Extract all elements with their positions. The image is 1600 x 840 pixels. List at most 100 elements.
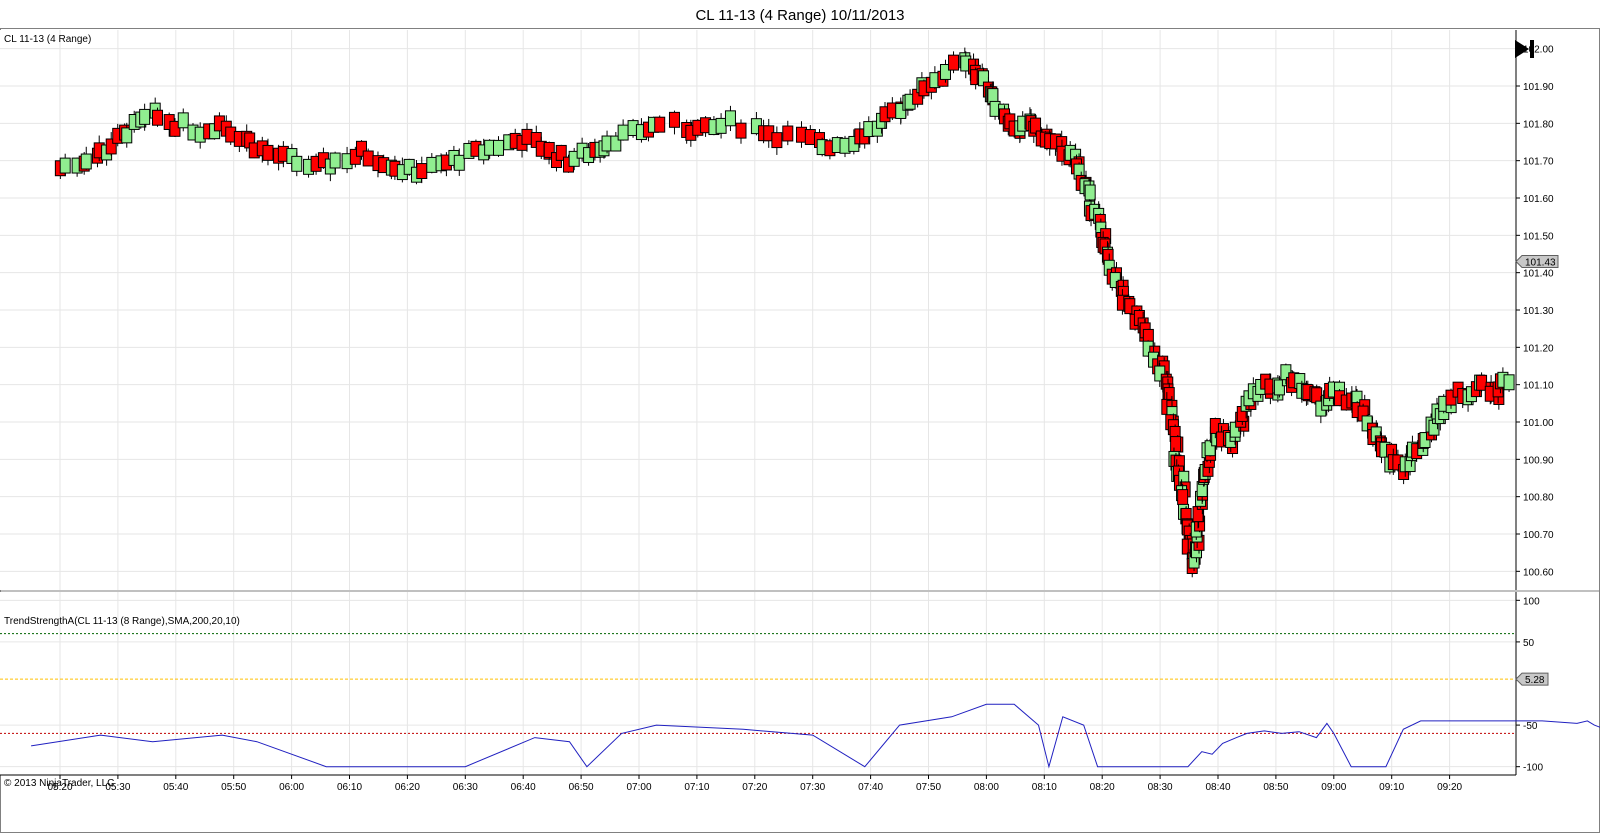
candle-down [349, 146, 361, 168]
time-tick-label: 05:40 [163, 782, 188, 793]
candle-body [1030, 117, 1042, 134]
price-axis-label: 101.00 [1523, 418, 1554, 429]
price-panel[interactable]: 100.60 100.70 100.80 100.90 101.00 101.10 101.… [0, 30, 1600, 592]
price-axis-label: 101.20 [1523, 343, 1554, 354]
time-tick-label: 06:40 [511, 782, 536, 793]
candle-body [1273, 379, 1285, 396]
candle-down [1030, 114, 1042, 135]
price-axis-label: 101.50 [1523, 231, 1554, 242]
price-axis-label: 101.10 [1523, 381, 1554, 392]
candle-body [59, 157, 71, 174]
candle-down [555, 144, 567, 162]
price-panel-label: CL 11-13 (4 Range) [4, 34, 91, 45]
candle-body [492, 139, 504, 156]
time-tick-label: 06:50 [569, 782, 594, 793]
candle-body [329, 152, 341, 169]
candle-body [939, 64, 951, 80]
candle-body [349, 148, 361, 165]
candle-body [355, 140, 367, 157]
time-tick-label: 06:20 [395, 782, 420, 793]
skip-to-end-icon[interactable] [1515, 40, 1534, 58]
candle-down [543, 141, 555, 160]
candle-up [291, 152, 303, 177]
time-tick-label: 09:10 [1379, 782, 1404, 793]
candle-up [1280, 363, 1292, 385]
price-axis-label: 101.90 [1523, 82, 1554, 93]
candle-down [169, 118, 181, 137]
candle-body [262, 144, 274, 161]
candle-body [804, 129, 816, 145]
indicator-axis-label: 100 [1523, 596, 1540, 607]
candle-body [1503, 374, 1515, 391]
candle-up [121, 122, 133, 148]
price-axis-label: 102.00 [1523, 45, 1554, 56]
time-tick-label: 06:00 [279, 782, 304, 793]
time-tick-label: 05:50 [221, 782, 246, 793]
candle-body [1311, 387, 1323, 404]
candle-down [654, 115, 666, 133]
indicator-panel[interactable]: 100 50 -50 -100 5.28 [0, 592, 1600, 775]
candle-body [735, 122, 747, 139]
candle-up [724, 105, 736, 132]
candle-body [362, 150, 374, 167]
price-axis-label: 101.70 [1523, 157, 1554, 168]
candle-up [80, 146, 92, 170]
candle-up [1503, 374, 1515, 392]
candle-body [1177, 489, 1189, 506]
time-tick-label: 07:00 [626, 782, 651, 793]
price-axis-label: 100.70 [1523, 530, 1554, 541]
time-tick-label: 06:30 [453, 782, 478, 793]
indicator-line [31, 703, 1600, 769]
candle-up [939, 59, 951, 83]
time-tick-label: 08:20 [1090, 782, 1115, 793]
indicator-panel-label: TrendStrengthA(CL 11-13 (8 Range),SMA,20… [4, 616, 240, 627]
time-tick-label: 09:00 [1321, 782, 1346, 793]
candle-down [771, 126, 783, 155]
candle-down [355, 140, 367, 160]
last-price-label: 101.43 [1525, 257, 1556, 268]
candle-body [1445, 389, 1457, 406]
candle-down [1445, 388, 1457, 409]
time-tick-label: 08:30 [1148, 782, 1173, 793]
time-tick-label: 05:20 [47, 782, 72, 793]
indicator-plot-area [0, 592, 1515, 775]
candle-body [177, 112, 189, 129]
candle-down [262, 138, 274, 166]
candle-down [735, 119, 747, 144]
candle-body [426, 156, 438, 173]
candle-body [453, 154, 465, 171]
time-tick-label: 08:00 [974, 782, 999, 793]
indicator-axis-label: 50 [1523, 638, 1535, 649]
candle-body [610, 135, 622, 152]
candle-body [617, 124, 629, 141]
candle-body [139, 108, 151, 125]
candle-body [782, 125, 794, 142]
candle-up [568, 147, 580, 171]
candle-down [948, 51, 960, 74]
candle-body [948, 54, 960, 71]
candle-body [291, 155, 303, 172]
candle-up [59, 153, 71, 177]
time-tick-label: 07:40 [858, 782, 883, 793]
candle-body [152, 109, 164, 126]
candle-body [568, 150, 580, 167]
candle-body [105, 138, 117, 155]
candle-body [771, 132, 783, 149]
candle-body [895, 103, 907, 119]
price-axis-label: 101.40 [1523, 269, 1554, 280]
candle-body [668, 111, 680, 128]
last-price-marker [1515, 254, 1559, 268]
price-axis-label: 100.90 [1523, 455, 1554, 466]
candle-body [80, 153, 92, 170]
candle-body [416, 163, 428, 179]
window-title: CL 11-13 (4 Range) 10/11/2013 [695, 7, 904, 24]
time-tick-label: 05:30 [105, 782, 130, 793]
price-axis-label: 100.60 [1523, 567, 1554, 578]
candle-body [521, 128, 533, 145]
time-tick-label: 07:20 [742, 782, 767, 793]
time-tick-label: 07:10 [684, 782, 709, 793]
candle-down [782, 120, 794, 146]
candle-down [1170, 436, 1182, 453]
time-tick-label: 08:40 [1205, 782, 1230, 793]
price-axis-label: 101.30 [1523, 306, 1554, 317]
